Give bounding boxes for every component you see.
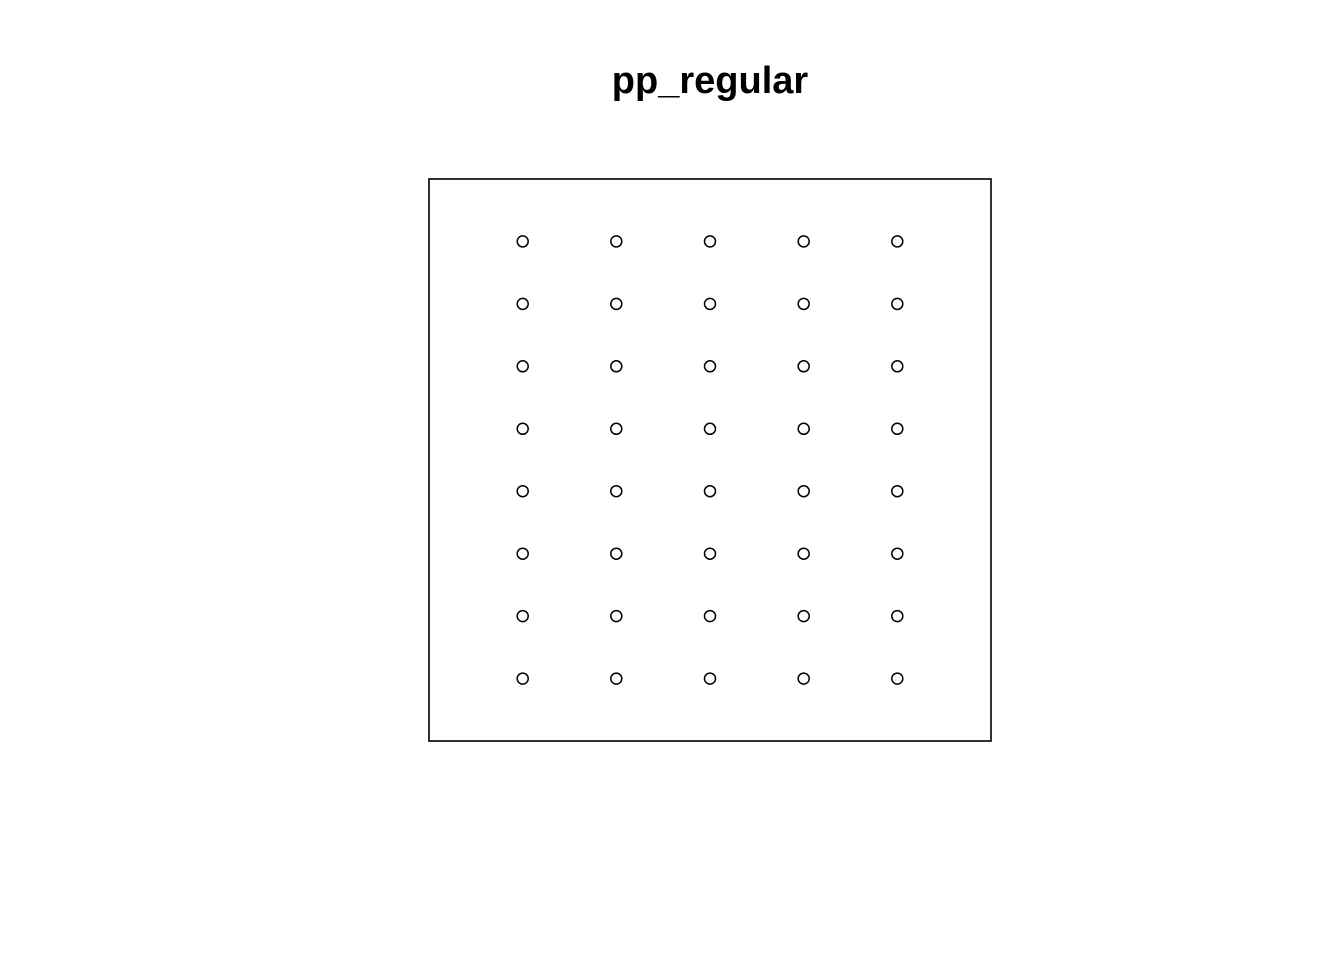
data-point	[891, 547, 904, 560]
data-point	[610, 609, 623, 623]
data-point	[703, 297, 717, 311]
points-layer	[516, 235, 904, 685]
data-point	[610, 360, 623, 373]
data-point	[516, 235, 529, 248]
data-point	[516, 297, 529, 311]
data-point	[797, 235, 810, 248]
data-point	[610, 422, 623, 436]
data-point	[703, 547, 717, 560]
data-point	[797, 297, 810, 311]
data-point	[516, 609, 529, 623]
plot-window-border	[428, 178, 992, 742]
data-point	[516, 547, 529, 560]
data-point	[891, 484, 904, 498]
data-point	[797, 672, 810, 685]
data-point	[610, 672, 623, 685]
data-point	[703, 609, 717, 623]
data-point	[703, 672, 717, 685]
data-point	[797, 422, 810, 436]
data-point	[797, 484, 810, 498]
data-point	[703, 360, 717, 373]
data-point	[703, 235, 717, 248]
data-point	[797, 609, 810, 623]
data-point	[610, 297, 623, 311]
data-point	[516, 360, 529, 373]
data-point	[610, 547, 623, 560]
data-point	[797, 547, 810, 560]
data-point	[891, 672, 904, 685]
data-point	[610, 484, 623, 498]
data-point	[891, 360, 904, 373]
data-point	[610, 235, 623, 248]
data-point	[797, 360, 810, 373]
data-point	[516, 422, 529, 436]
data-point	[703, 422, 717, 436]
data-point	[703, 484, 717, 498]
data-point	[516, 484, 529, 498]
data-point	[891, 297, 904, 311]
data-point	[891, 609, 904, 623]
chart-title: pp_regular	[611, 60, 809, 102]
data-point	[891, 235, 904, 248]
data-point	[891, 422, 904, 436]
data-point	[516, 672, 529, 685]
